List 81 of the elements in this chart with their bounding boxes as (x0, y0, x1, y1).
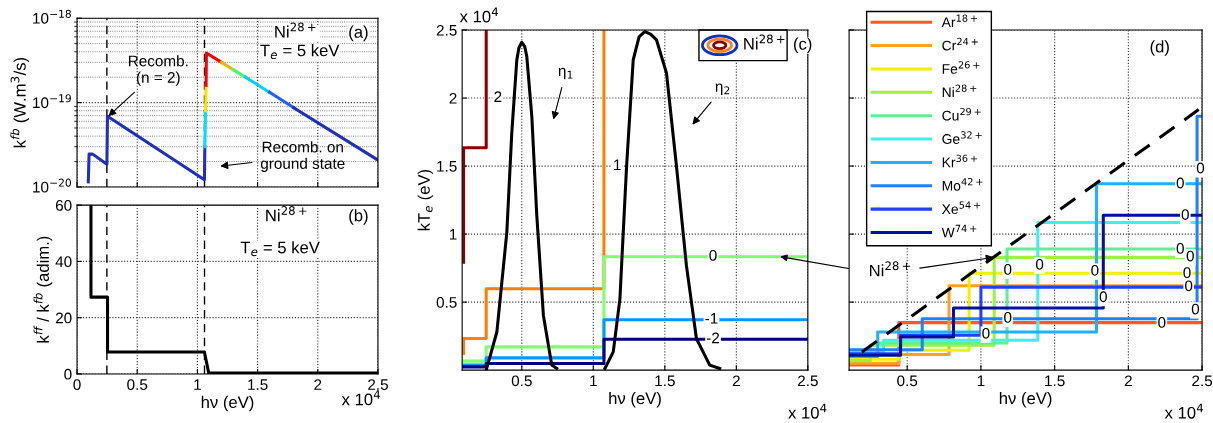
legend-label: Cu$^{29+}$ (942, 107, 981, 121)
annotation: Ni$^{28+}$ (869, 261, 911, 277)
x-tick-label: 2 (732, 375, 740, 387)
annotation: -1 (705, 313, 718, 324)
text: x 10$^{4}$ (341, 390, 381, 406)
annotation: (b) (349, 209, 368, 225)
annotation: 0 (1181, 209, 1189, 220)
x-tick-label: 1.5 (1045, 375, 1065, 387)
annotation: 0 (1185, 280, 1193, 292)
y-tick-label: 2 (449, 92, 457, 104)
y-tick-label: 1.5 (437, 161, 457, 172)
annotation: 0 (1196, 162, 1205, 174)
legend-label: Cr$^{24+}$ (942, 37, 978, 51)
annotation: 0 (709, 249, 717, 261)
text: x 10$^{4}$ (788, 403, 827, 419)
x-tick-label: 2.5 (368, 379, 388, 391)
y-tick-label: 10$^{−19}$ (33, 94, 71, 109)
y-tick-label: 1 (449, 229, 457, 240)
x-tick-label: 1.5 (655, 375, 675, 387)
legend-label: Ar$^{18+}$ (941, 14, 978, 27)
y-tick-label: 60 (55, 200, 72, 211)
annotation: 1 (614, 159, 621, 171)
annotation: 2 (494, 91, 502, 102)
annotation: 0 (1091, 264, 1099, 276)
annotation: 0 (1176, 177, 1184, 189)
x-tick-label: 1 (977, 375, 985, 387)
x-tick-label: 2.5 (1192, 375, 1213, 387)
annotation: (d) (1150, 40, 1169, 56)
annotation: Ni$^{28+}$ (275, 22, 316, 38)
annotation: 0 (1176, 243, 1184, 254)
annotation: 0 (1183, 267, 1191, 279)
x-axis-title: hν (eV) (201, 395, 254, 412)
y-tick-label: 10$^{−20}$ (33, 178, 71, 193)
annotation: 0 (982, 327, 990, 339)
annotation: 0 (1099, 291, 1107, 303)
annotation: (c) (793, 37, 812, 54)
x-tick-label: 2.5 (798, 375, 818, 387)
x-tick-label: 1.5 (248, 379, 268, 391)
annotation: Recomb. on ground state (260, 141, 345, 172)
annotation: T$_{e}$ = 5 keV (260, 44, 340, 60)
x-axis-title: hν (eV) (609, 392, 661, 408)
annotation: 0 (1035, 258, 1044, 270)
text: x 10$^{4}$ (1164, 403, 1204, 419)
annotation: 0 (1004, 311, 1012, 323)
legend-label: Fe$^{26+}$ (942, 61, 980, 74)
annotation: η$_{2}$ (715, 83, 730, 95)
x-tick-label: 0.5 (511, 375, 532, 387)
annotation: (a) (349, 25, 368, 42)
x-tick-label: 2 (1124, 375, 1132, 387)
annotation: Ni$^{28+}$ (744, 34, 785, 50)
legend-label: Xe$^{54+}$ (941, 201, 981, 215)
annotation: 0 (1004, 263, 1012, 275)
annotation: Recomb. (n = 2) (128, 55, 188, 86)
x-tick-label: 0.5 (897, 375, 918, 387)
annotation: 0 (1191, 303, 1200, 315)
legend-label: Ge$^{32+}$ (942, 131, 982, 144)
y-axis-title: k$^{ff}$ / k$^{fb}$ (adim.) (33, 236, 53, 343)
x-tick-label: 1 (590, 375, 597, 387)
annotation: η$_{1}$ (558, 67, 573, 80)
y-axis-title: k$^{fb}$ (W.m$^{3}$/s) (10, 57, 30, 148)
legend-label: Ni$^{28+}$ (942, 84, 977, 98)
text: x 10$^{4}$ (459, 7, 499, 23)
legend-label: W$^{74+}$ (941, 224, 977, 238)
y-axis-title: kT$_{e}$ (eV) (417, 169, 434, 231)
annotation: 0 (1186, 250, 1194, 262)
x-tick-label: 2 (314, 379, 322, 390)
x-tick-label: 1 (194, 379, 201, 390)
y-tick-label: 2.5 (436, 24, 457, 36)
annotation: Ni$^{28+}$ (266, 206, 307, 222)
x-tick-label: 0.5 (127, 379, 148, 391)
annotation: T$_{e}$ = 5 keV (240, 241, 320, 257)
legend-label: Kr$^{36+}$ (942, 154, 978, 168)
annotation: -2 (706, 332, 720, 344)
y-tick-label: 0.5 (436, 296, 457, 308)
x-axis-title: hν (eV) (999, 392, 1052, 408)
legend-label: Mo$^{42+}$ (942, 178, 983, 191)
annotation: 0 (1158, 317, 1166, 328)
x-tick-label: 0 (73, 379, 81, 391)
y-tick-label: 10$^{−18}$ (33, 9, 71, 24)
y-tick-label: 40 (55, 256, 72, 268)
y-tick-label: 20 (55, 312, 72, 324)
